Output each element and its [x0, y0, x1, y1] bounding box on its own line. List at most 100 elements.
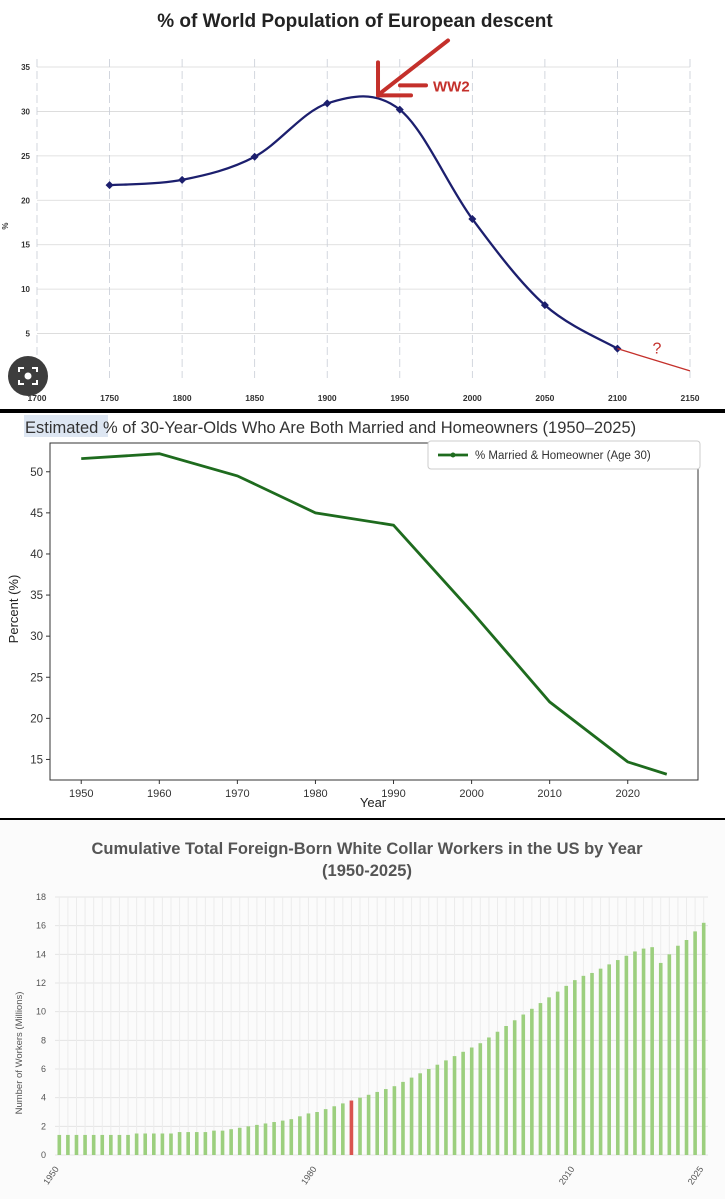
- x-tick-label: 1980: [303, 788, 327, 800]
- bar: [598, 968, 603, 1155]
- bar: [169, 1133, 173, 1155]
- data-point: [468, 214, 477, 223]
- bar: [409, 1077, 414, 1155]
- bar: [401, 1081, 405, 1155]
- x-tick-label: 1990: [381, 788, 405, 800]
- bars: [57, 922, 706, 1155]
- x-tick-labels: 1950 1980 2010 2025: [41, 1164, 705, 1186]
- y-tick-label: 30: [30, 631, 43, 643]
- y-tick-label: 10: [36, 1007, 46, 1017]
- chart-foreign-born-workers: Cumulative Total Foreign-Born White Coll…: [0, 820, 725, 1199]
- bar: [100, 1134, 105, 1155]
- bar: [495, 1031, 500, 1155]
- x-tick-label: 2020: [615, 788, 639, 800]
- chart-title-line2: (1950-2025): [322, 862, 412, 880]
- data-point: [105, 181, 114, 190]
- y-axis-label: Percent (%): [6, 575, 21, 644]
- legend-box: [427, 440, 701, 470]
- y-tick-label: 5: [26, 330, 31, 339]
- bar: [246, 1126, 251, 1155]
- bar: [426, 1069, 431, 1155]
- data-point: [178, 175, 187, 184]
- chart-married-homeowners: Estimated % of 30-Year-Olds Who Are Both…: [0, 413, 725, 818]
- x-tick-label: 1850: [245, 393, 264, 403]
- bar: [530, 1008, 534, 1155]
- legend: % Married & Homeowner (Age 30): [427, 440, 701, 470]
- bar: [91, 1134, 96, 1155]
- bar: [469, 1047, 474, 1155]
- y-tick-label: 25: [21, 152, 30, 161]
- bar: [487, 1037, 491, 1155]
- title-highlight: [24, 415, 108, 437]
- y-tick-labels: 5 10 15 20 25 30 35: [21, 63, 30, 339]
- bar: [160, 1133, 165, 1155]
- bar: [633, 951, 637, 1155]
- bar: [521, 1014, 526, 1155]
- bar: [212, 1130, 216, 1155]
- ww2-arrow-icon: [376, 38, 451, 98]
- bar: [624, 955, 629, 1155]
- bar: [332, 1106, 337, 1155]
- y-tick-labels: 0 2 4 6 8 10 12 14 16 18: [36, 892, 46, 1160]
- series-points: [105, 99, 622, 353]
- chart-title: Estimated % of 30-Year-Olds Who Are Both…: [25, 419, 636, 437]
- ww2-annotation: WW2: [433, 78, 470, 95]
- y-tick-label: 8: [41, 1035, 46, 1045]
- bar: [74, 1134, 79, 1155]
- x-tick-labels: 1950 1960 1970 1980 1990 2000 2010 2020: [69, 780, 640, 800]
- x-tick-label: 2010: [557, 1164, 577, 1186]
- bar: [383, 1089, 388, 1155]
- series-line: [109, 95, 619, 350]
- bar: [538, 1003, 543, 1155]
- plot-frame: [49, 442, 699, 781]
- bar: [341, 1103, 345, 1155]
- bar: [392, 1086, 397, 1155]
- title-rest-text: % of 30-Year-Olds Who Are Both Married a…: [98, 419, 636, 437]
- bar: [641, 948, 646, 1155]
- bar: [478, 1043, 483, 1155]
- european-descent-svg: % of World Population of European descen…: [1, 11, 700, 403]
- bar: [298, 1116, 302, 1155]
- bar: [615, 960, 620, 1155]
- projection-line: [617, 348, 691, 372]
- y-tick-label: 10: [21, 285, 30, 294]
- bar: [109, 1134, 113, 1155]
- y-tick-label: 45: [30, 508, 43, 520]
- bar: [272, 1122, 276, 1155]
- bar: [435, 1064, 440, 1155]
- x-tick-labels: 1700 1750 1800 1850 1900 1950 2000 2050 2100 2150: [28, 393, 700, 403]
- bar: [658, 962, 663, 1155]
- bar: [152, 1133, 156, 1155]
- x-tick-label: 2000: [463, 393, 482, 403]
- chart-title: % of World Population of European descen…: [157, 11, 553, 32]
- bar: [255, 1124, 259, 1155]
- title-highlight-text: Estimated: [25, 419, 98, 437]
- bar: [667, 954, 672, 1155]
- legend-marker: [450, 452, 456, 458]
- bar: [263, 1123, 268, 1155]
- bar: [693, 931, 697, 1155]
- x-tick-label: 1960: [147, 788, 171, 800]
- legend-label: % Married & Homeowner (Age 30): [475, 450, 651, 462]
- y-axis-label: Number of Workers (Millions): [14, 992, 25, 1115]
- bar: [323, 1109, 328, 1155]
- bar: [504, 1026, 508, 1155]
- y-tick-label: 0: [41, 1150, 46, 1160]
- bar: [452, 1056, 457, 1155]
- bar: [701, 922, 706, 1155]
- bar: [315, 1112, 319, 1155]
- bar: [126, 1134, 130, 1155]
- y-tick-label: 12: [36, 978, 46, 988]
- bar: [573, 980, 577, 1155]
- x-tick-label: 1950: [390, 393, 409, 403]
- y-tick-label: 35: [30, 590, 43, 602]
- bar: [306, 1113, 311, 1155]
- bar: [590, 972, 594, 1155]
- projection-label: ?: [652, 341, 661, 358]
- lens-search-icon[interactable]: [8, 356, 48, 396]
- x-tick-label: 2000: [459, 788, 483, 800]
- bar: [650, 947, 654, 1155]
- bar: [366, 1094, 371, 1155]
- bar: [186, 1132, 190, 1155]
- y-tick-label: 18: [36, 892, 46, 902]
